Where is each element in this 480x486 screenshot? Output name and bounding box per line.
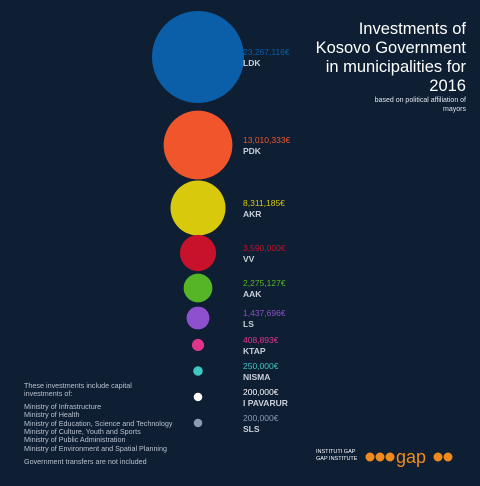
logo-line: INSTITUTI GAP (316, 449, 356, 455)
category-label: AAK (243, 289, 262, 299)
value-label: 200,000€ (243, 387, 279, 397)
category-label: VV (243, 254, 255, 264)
value-label: 8,311,185€ (243, 198, 285, 208)
note-item: Ministry of Infrastructure (24, 401, 102, 411)
bubble (179, 234, 217, 272)
category-label: I PAVARUR (243, 398, 288, 408)
category-label: LS (243, 319, 254, 329)
note-item: Ministry of Health (24, 410, 80, 420)
bubble (193, 366, 203, 376)
note-item: Ministry of Education, Science and Techn… (24, 418, 173, 428)
notes-list: Ministry of Infrastructure Ministry of He… (24, 401, 204, 453)
bubble (191, 338, 205, 352)
bubble (170, 180, 226, 236)
bubble (186, 306, 210, 330)
category-label: NISMA (243, 372, 270, 382)
chart-title: Investments of Kosovo Government in muni… (315, 20, 466, 95)
bubble (193, 418, 203, 428)
category-label: AKR (243, 209, 261, 219)
bubble (152, 11, 244, 103)
logo-dot (443, 452, 453, 462)
category-label: KTAP (243, 346, 266, 356)
note-item: Ministry of Public Administration (24, 435, 126, 445)
value-label: 200,000€ (243, 413, 279, 423)
chart-subtitle: based on political affiliation of mayors (374, 97, 466, 113)
value-label: 408,893€ (243, 335, 279, 345)
logo-dot (375, 452, 385, 462)
category-label: PDK (243, 146, 262, 156)
category-label: LDK (243, 58, 261, 68)
logo-text: gap (396, 447, 426, 467)
value-label: 23,267,116€ (243, 47, 290, 57)
note-item: Ministry of Environment and Spatial Plan… (24, 443, 168, 453)
value-label: 3,590,000€ (243, 243, 286, 253)
logo-dot (365, 452, 375, 462)
logo-line: GAP INSTITUTE (316, 455, 358, 462)
bubble (163, 110, 233, 180)
logo-mark: gap (365, 447, 453, 467)
notes-lead: These investments include capital invest… (24, 381, 132, 399)
logo-dot (385, 452, 395, 462)
value-label: 250,000€ (243, 361, 279, 371)
notes-footnote: Government transfers are not included (24, 457, 147, 467)
value-label: 1,437,696€ (243, 308, 286, 318)
bubble (183, 273, 213, 303)
logo-institute: INSTITUTI GAP GAP INSTITUTE (316, 449, 357, 462)
value-label: 13,010,333€ (243, 135, 291, 145)
notes: These investments include capital invest… (24, 381, 204, 467)
logo-dot (433, 452, 443, 462)
bubble (193, 392, 203, 402)
category-label: SLS (243, 424, 260, 434)
note-item: Ministry of Culture, Youth and Sports (24, 427, 141, 437)
value-label: 2,275,127€ (243, 278, 286, 288)
